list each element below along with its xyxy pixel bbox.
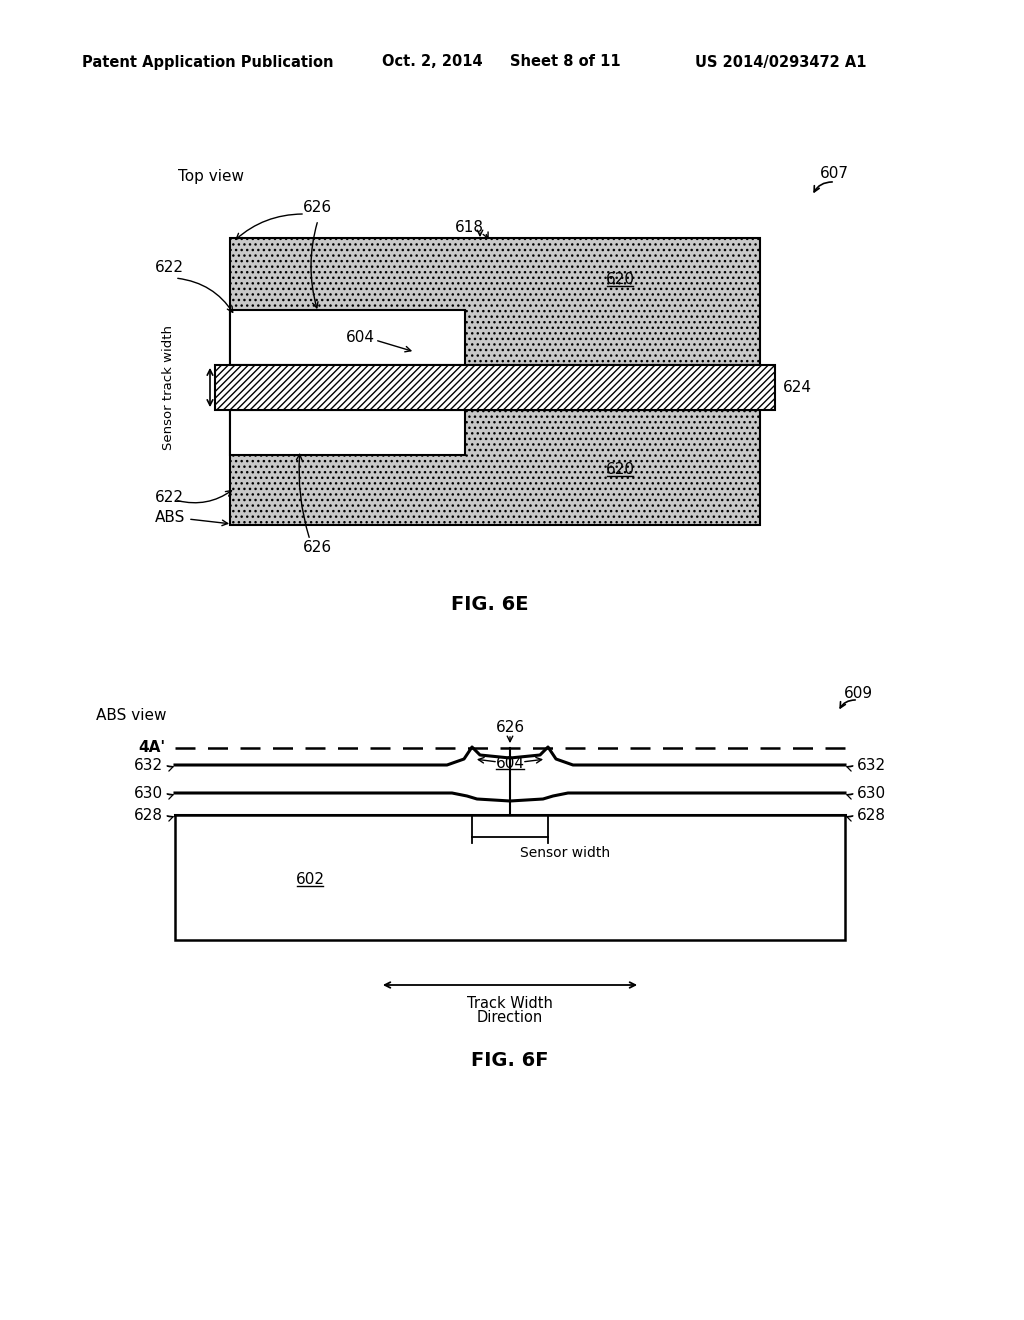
Text: Sheet 8 of 11: Sheet 8 of 11 — [510, 54, 621, 70]
Text: 630: 630 — [134, 785, 163, 800]
Text: 626: 626 — [303, 199, 332, 214]
Text: 622: 622 — [155, 260, 184, 276]
Bar — [230, 238, 760, 366]
Text: 620: 620 — [605, 272, 635, 288]
Text: Top view: Top view — [178, 169, 244, 185]
Text: 604: 604 — [345, 330, 375, 345]
Text: Patent Application Publication: Patent Application Publication — [82, 54, 334, 70]
Bar — [230, 411, 465, 455]
Text: 630: 630 — [857, 785, 886, 800]
Text: ABS: ABS — [155, 510, 185, 524]
Text: 624: 624 — [783, 380, 812, 395]
Text: Sensor width: Sensor width — [520, 846, 610, 861]
Text: 607: 607 — [820, 166, 849, 181]
Text: 602: 602 — [296, 873, 325, 887]
Bar — [175, 814, 845, 940]
Bar — [230, 310, 465, 366]
Text: Oct. 2, 2014: Oct. 2, 2014 — [382, 54, 482, 70]
Text: 628: 628 — [134, 808, 163, 822]
Text: 628: 628 — [857, 808, 886, 822]
Text: 626: 626 — [496, 721, 524, 735]
Text: 622: 622 — [155, 491, 184, 506]
Text: 626: 626 — [303, 540, 332, 556]
Text: 609: 609 — [844, 686, 873, 701]
Text: US 2014/0293472 A1: US 2014/0293472 A1 — [695, 54, 866, 70]
Text: ABS view: ABS view — [96, 708, 167, 722]
Text: 632: 632 — [134, 758, 163, 772]
Text: Track Width: Track Width — [467, 995, 553, 1011]
Text: 604: 604 — [496, 755, 524, 771]
Bar — [230, 411, 760, 525]
Text: 4A': 4A' — [138, 741, 165, 755]
Text: FIG. 6E: FIG. 6E — [452, 595, 528, 615]
Text: FIG. 6F: FIG. 6F — [471, 1051, 549, 1069]
Text: Sensor track width: Sensor track width — [162, 325, 174, 450]
Bar — [215, 366, 775, 411]
Text: Direction: Direction — [477, 1011, 543, 1026]
Text: 620: 620 — [605, 462, 635, 478]
Text: 632: 632 — [857, 758, 886, 772]
Text: 618: 618 — [455, 220, 484, 235]
